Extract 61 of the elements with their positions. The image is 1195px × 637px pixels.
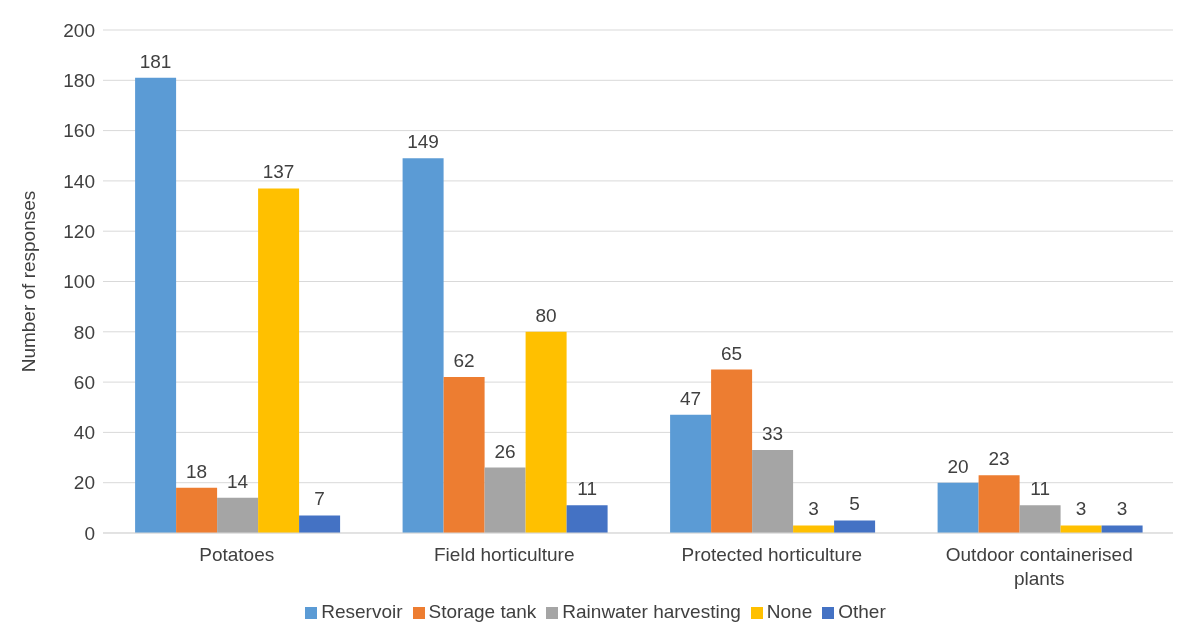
x-tick-label: Potatoes [199,544,275,565]
data-label: 7 [314,488,325,510]
legend-label: Other [838,601,886,622]
data-label: 14 [227,470,249,492]
bar [670,414,712,533]
bar [937,482,979,533]
bar [834,520,876,533]
y-tick-label: 20 [73,472,95,494]
y-tick-label: 120 [63,220,95,242]
data-label: 3 [1116,498,1128,520]
x-tick-label: Field horticulture [434,544,575,565]
x-tick-label: Outdoor containerised plants [945,544,1133,589]
data-label: 3 [1075,498,1087,520]
y-tick-label: 80 [73,321,95,343]
bar [217,497,259,533]
bar [525,331,567,533]
bar [752,450,794,533]
bar [711,369,753,533]
data-label: 137 [262,161,295,183]
bar [402,158,444,533]
y-tick-label: 200 [63,19,95,41]
data-label: 11 [577,478,597,500]
y-tick-label: 100 [63,271,95,293]
y-axis-title: Number of responses [17,190,39,373]
data-label: 47 [680,387,702,409]
data-label: 33 [762,423,784,445]
y-tick-label: 60 [73,371,95,393]
x-tick-label: Protected horticulture [681,544,863,565]
y-tick-label: 0 [84,522,95,544]
bar [566,505,608,533]
data-label: 26 [494,440,516,462]
data-label: 20 [947,455,969,477]
y-tick-label: 140 [63,170,95,192]
bar [484,467,526,533]
data-label: 62 [453,350,475,372]
bar [258,188,300,533]
bar [1019,505,1061,533]
legend-label: Rainwater harvesting [562,601,741,622]
data-label: 23 [988,448,1010,470]
bar [299,515,341,533]
y-tick-label: 180 [63,70,95,92]
bar [1101,525,1143,533]
bar [135,77,177,533]
data-label: 65 [721,342,743,364]
legend-label: Storage tank [428,601,537,622]
legend-label: Reservoir [321,601,403,622]
data-label: 80 [535,304,557,326]
data-label: 18 [186,460,208,482]
data-label: 11 [1030,478,1050,500]
bar [1060,525,1102,533]
data-label: 149 [407,131,439,153]
legend-label: None [766,601,813,622]
bar [793,525,835,533]
bar [176,487,218,533]
data-label: 3 [808,498,819,520]
data-label: 5 [849,493,860,515]
y-tick-label: 160 [63,120,95,142]
data-label: 181 [139,50,172,72]
bar [443,377,485,533]
y-tick-label: 40 [73,422,95,444]
bar [978,475,1020,533]
